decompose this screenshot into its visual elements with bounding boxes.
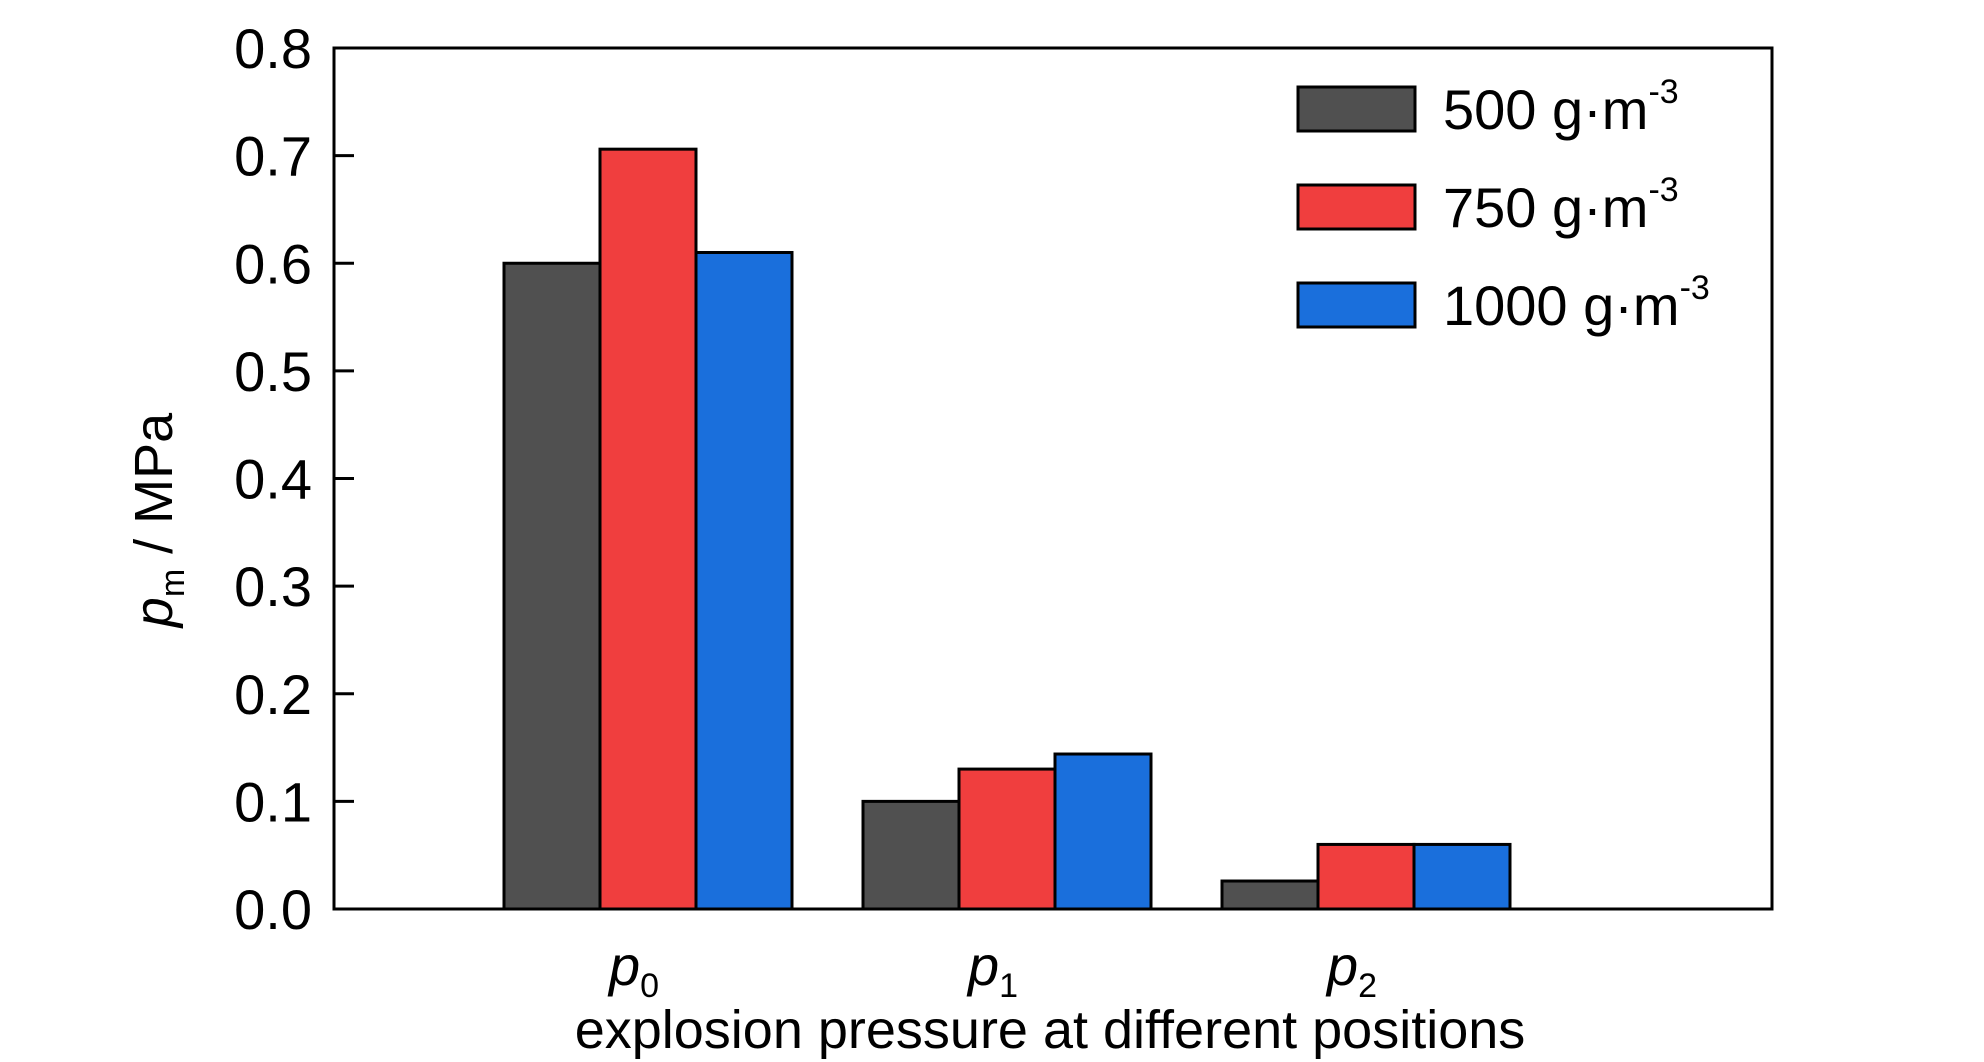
- x-tick-label-subscript: 0: [640, 967, 659, 1005]
- x-axis-title: explosion pressure at different position…: [575, 1000, 1526, 1060]
- y-tick-label: 0.8: [234, 17, 312, 80]
- y-axis-title-symbol: p: [124, 597, 184, 629]
- bar-p1-series-1: [957, 767, 1057, 911]
- x-axis: p0 p1 p2: [607, 934, 1377, 1005]
- y-axis: 0.0 0.1 0.2 0.3 0.4 0.5 0.6 0.7 0.8: [234, 17, 354, 941]
- x-tick-label-symbol: p: [607, 934, 640, 997]
- legend-label-main: 750 g·m: [1443, 176, 1648, 239]
- legend-swatch: [1296, 183, 1417, 231]
- y-tick-label: 0.3: [234, 555, 312, 618]
- bar-p2-series-2: [1412, 842, 1512, 911]
- bar-p0-series-1: [598, 147, 698, 911]
- y-tick-label: 0.5: [234, 340, 312, 403]
- legend-label-superscript: -3: [1648, 171, 1678, 209]
- bar-p0-series-0: [502, 261, 602, 911]
- bar-p0-series-2: [694, 250, 794, 911]
- legend-label: 1000 g·m-3: [1443, 269, 1710, 337]
- bars-group: [502, 147, 1512, 911]
- bar-p1-series-2: [1053, 752, 1153, 911]
- x-tick-label: p2: [1325, 934, 1377, 1005]
- y-tick-label: 0.0: [234, 878, 312, 941]
- legend-label-main: 500 g·m: [1443, 78, 1648, 141]
- legend-label: 750 g·m-3: [1443, 171, 1679, 239]
- y-tick-label: 0.4: [234, 448, 312, 511]
- y-axis-title-subscript: m: [154, 569, 192, 597]
- legend-label-superscript: -3: [1680, 269, 1710, 307]
- y-tick-label: 0.6: [234, 232, 312, 295]
- x-tick-label-symbol: p: [966, 934, 999, 997]
- x-tick-label-subscript: 2: [1358, 967, 1377, 1005]
- x-tick-label-subscript: 1: [999, 967, 1018, 1005]
- bar-p2-series-1: [1316, 842, 1416, 911]
- legend-label-main: 1000 g·m: [1443, 274, 1680, 337]
- y-tick-label: 0.2: [234, 663, 312, 726]
- y-tick-label: 0.7: [234, 125, 312, 188]
- legend-swatch: [1296, 281, 1417, 329]
- y-axis-title: pm / MPa: [124, 412, 192, 629]
- y-tick-label: 0.1: [234, 770, 312, 833]
- x-tick-label: p0: [607, 934, 659, 1005]
- x-tick-label-symbol: p: [1325, 934, 1358, 997]
- bar-p1-series-0: [861, 799, 961, 911]
- bar-p2-series-0: [1220, 879, 1320, 911]
- legend-swatch: [1296, 85, 1417, 133]
- x-tick-label: p1: [966, 934, 1018, 1005]
- legend-label: 500 g·m-3: [1443, 73, 1679, 141]
- y-axis-title-unit: / MPa: [124, 412, 184, 569]
- legend-label-superscript: -3: [1648, 73, 1678, 111]
